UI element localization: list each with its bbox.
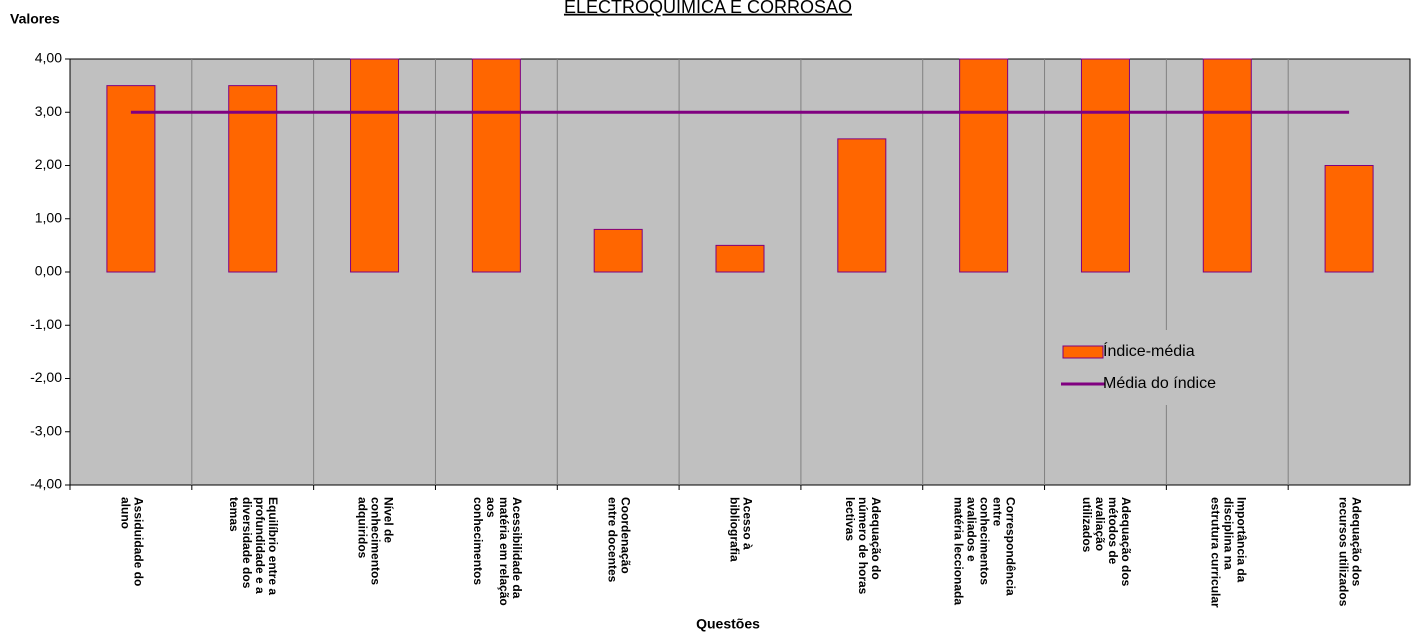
y-tick-label: -4,00	[30, 476, 62, 492]
x-tick-label: Adequação dosrecursos utilizados	[1336, 497, 1363, 607]
y-tick-label: 3,00	[35, 103, 62, 119]
y-tick-label: -2,00	[30, 369, 62, 385]
bar	[715, 244, 765, 273]
bar	[471, 58, 521, 273]
legend-box	[1053, 330, 1265, 405]
bar	[350, 58, 400, 273]
x-tick-label: Adequação donúmero de horaslectivas	[843, 497, 883, 595]
bar	[837, 138, 887, 273]
x-tick-label: Adequação dosmétodos deavaliaçãoutilizad…	[1080, 497, 1133, 587]
x-tick-label: Nível deconhecimentosadquiridos	[355, 497, 395, 585]
legend-swatch	[1062, 345, 1104, 359]
bar	[106, 85, 156, 273]
y-tick-label: -3,00	[30, 422, 62, 438]
x-tick-label: Correspondênciaentreconhecimentosavaliad…	[951, 497, 1017, 605]
bar	[1080, 58, 1130, 273]
x-tick-label: Acessibilidade damatéria em relaçãoaosco…	[471, 497, 524, 606]
x-axis-label: Questões	[696, 616, 760, 632]
legend-label: Índice-média	[1103, 341, 1195, 360]
x-tick-label: Equilíbrio entre aprofundidade e adivers…	[227, 497, 280, 595]
bar	[228, 85, 278, 273]
x-tick-label: Acesso àbibliografia	[727, 497, 754, 562]
x-tick-label: Assiduidade doaluno	[118, 497, 145, 586]
x-tick-label: Importância dadisciplina naestrutura cur…	[1208, 497, 1248, 608]
bar	[1324, 165, 1374, 273]
y-tick-label: 0,00	[35, 263, 62, 279]
bar	[1202, 58, 1252, 273]
y-tick-label: 4,00	[35, 50, 62, 66]
y-tick-label: 2,00	[35, 156, 62, 172]
legend-label: Média do índice	[1103, 375, 1216, 392]
bar	[959, 58, 1009, 273]
bar	[593, 228, 643, 273]
chart-title: ELECTROQUÍMICA E CORROSÃO	[564, 0, 852, 17]
y-tick-label: 1,00	[35, 209, 62, 225]
x-tick-label: Coordenaçãoentre docentes	[606, 497, 633, 583]
y-tick-label: -1,00	[30, 316, 62, 332]
y-axis-label: Valores	[10, 11, 60, 27]
